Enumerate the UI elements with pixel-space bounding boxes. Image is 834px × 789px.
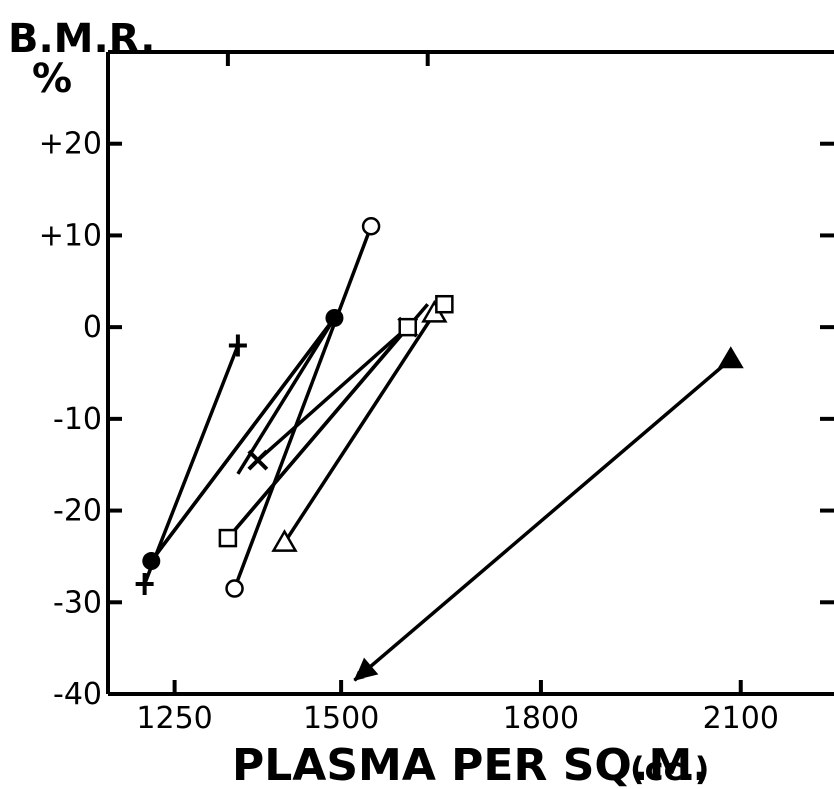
series-2-point-0: [225, 579, 244, 598]
plot-frame: [106, 50, 834, 696]
y-tick-label-6: -40: [53, 677, 102, 712]
series-line-2: [232, 225, 373, 590]
x-axis-title: PLASMA PER SQ.M.: [232, 740, 709, 789]
series-line-5: [283, 312, 436, 544]
y-axis-unit: %: [32, 56, 72, 102]
extra-segment-0: [149, 316, 336, 563]
series-1-point-0: [135, 572, 154, 595]
data-lines: [143, 225, 732, 682]
series-line-1: [143, 344, 240, 585]
data-markers: [135, 217, 744, 681]
series-4-point-1: [398, 317, 417, 337]
series-0-point-1: [325, 308, 344, 327]
x-axis-ticks: 1250 1500 1800 2100: [136, 680, 779, 736]
y-tick-label-4: -20: [53, 494, 102, 529]
y-tick-label-5: -30: [53, 585, 102, 620]
extra-segment-2: [226, 303, 430, 540]
y-tick-label-2: 0: [83, 310, 102, 345]
extra-segment-1: [236, 317, 336, 475]
series-3-point-0: [247, 449, 269, 471]
series-line-6: [353, 357, 732, 682]
y-tick-label-3: -10: [53, 402, 102, 437]
series-6-arrowhead: [354, 657, 379, 681]
x-tick-label-0: 1250: [136, 701, 212, 736]
x-axis-unit: (cc.): [630, 750, 709, 788]
x-tick-label-3: 2100: [703, 701, 779, 736]
extra-marker-0: [435, 294, 454, 314]
series-6-point-0: [717, 346, 744, 369]
y-axis-ticks: +20 +10 0 -10 -20 -30 -40: [39, 52, 834, 712]
y-tick-label-1: +10: [39, 218, 102, 253]
series-0-point-0: [142, 552, 161, 571]
y-axis-title: B.M.R.: [8, 16, 155, 62]
series-4-point-0: [218, 528, 238, 548]
x-tick-label-2: 1800: [503, 701, 579, 736]
y-tick-label-0: +20: [39, 127, 102, 162]
series-1-point-1: [228, 334, 247, 357]
series-line-3: [256, 325, 409, 462]
series-5-point-0: [271, 529, 298, 552]
x-tick-label-1: 1500: [303, 701, 379, 736]
series-2-point-1: [361, 217, 381, 236]
